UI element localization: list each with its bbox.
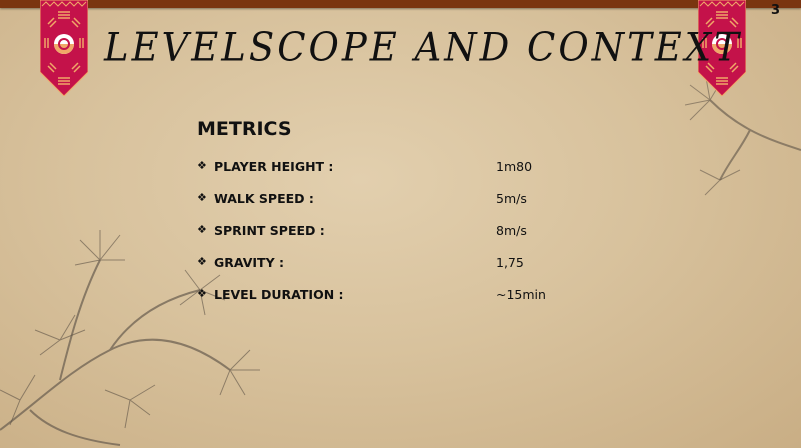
section-heading: METRICS bbox=[197, 118, 292, 140]
metric-value: 8m/s bbox=[496, 223, 527, 238]
bullet-icon: ❖ bbox=[197, 191, 207, 204]
metric-label: GRAVITY : bbox=[214, 255, 284, 270]
metric-value: 1m80 bbox=[496, 159, 533, 174]
bullet-icon: ❖ bbox=[197, 287, 207, 300]
banner-emblem-left bbox=[40, 0, 88, 96]
page-number: 3 bbox=[771, 3, 781, 18]
bullet-icon: ❖ bbox=[197, 159, 207, 172]
metric-value: 1,75 bbox=[496, 255, 524, 270]
metric-row: ❖ LEVEL DURATION : ~15min bbox=[197, 287, 597, 307]
bullet-icon: ❖ bbox=[197, 255, 207, 268]
metric-label: LEVEL DURATION : bbox=[214, 287, 344, 302]
pine-branch-right-decoration bbox=[684, 71, 801, 196]
metric-label: PLAYER HEIGHT : bbox=[214, 159, 334, 174]
bullet-icon: ❖ bbox=[197, 223, 207, 236]
metric-value: 5m/s bbox=[496, 191, 527, 206]
metric-label: SPRINT SPEED : bbox=[214, 223, 325, 238]
slide-title: LEVELSCOPE AND CONTEXT bbox=[104, 24, 742, 71]
metric-row: ❖ SPRINT SPEED : 8m/s bbox=[197, 223, 597, 243]
metric-row: ❖ PLAYER HEIGHT : 1m80 bbox=[197, 159, 597, 179]
metric-row: ❖ WALK SPEED : 5m/s bbox=[197, 191, 597, 211]
metric-row: ❖ GRAVITY : 1,75 bbox=[197, 255, 597, 275]
top-bar bbox=[0, 0, 801, 8]
metric-value: ~15min bbox=[496, 287, 546, 302]
metric-label: WALK SPEED : bbox=[214, 191, 314, 206]
banner-emblem-right bbox=[698, 0, 746, 96]
pine-branch-left-decoration bbox=[0, 230, 260, 446]
